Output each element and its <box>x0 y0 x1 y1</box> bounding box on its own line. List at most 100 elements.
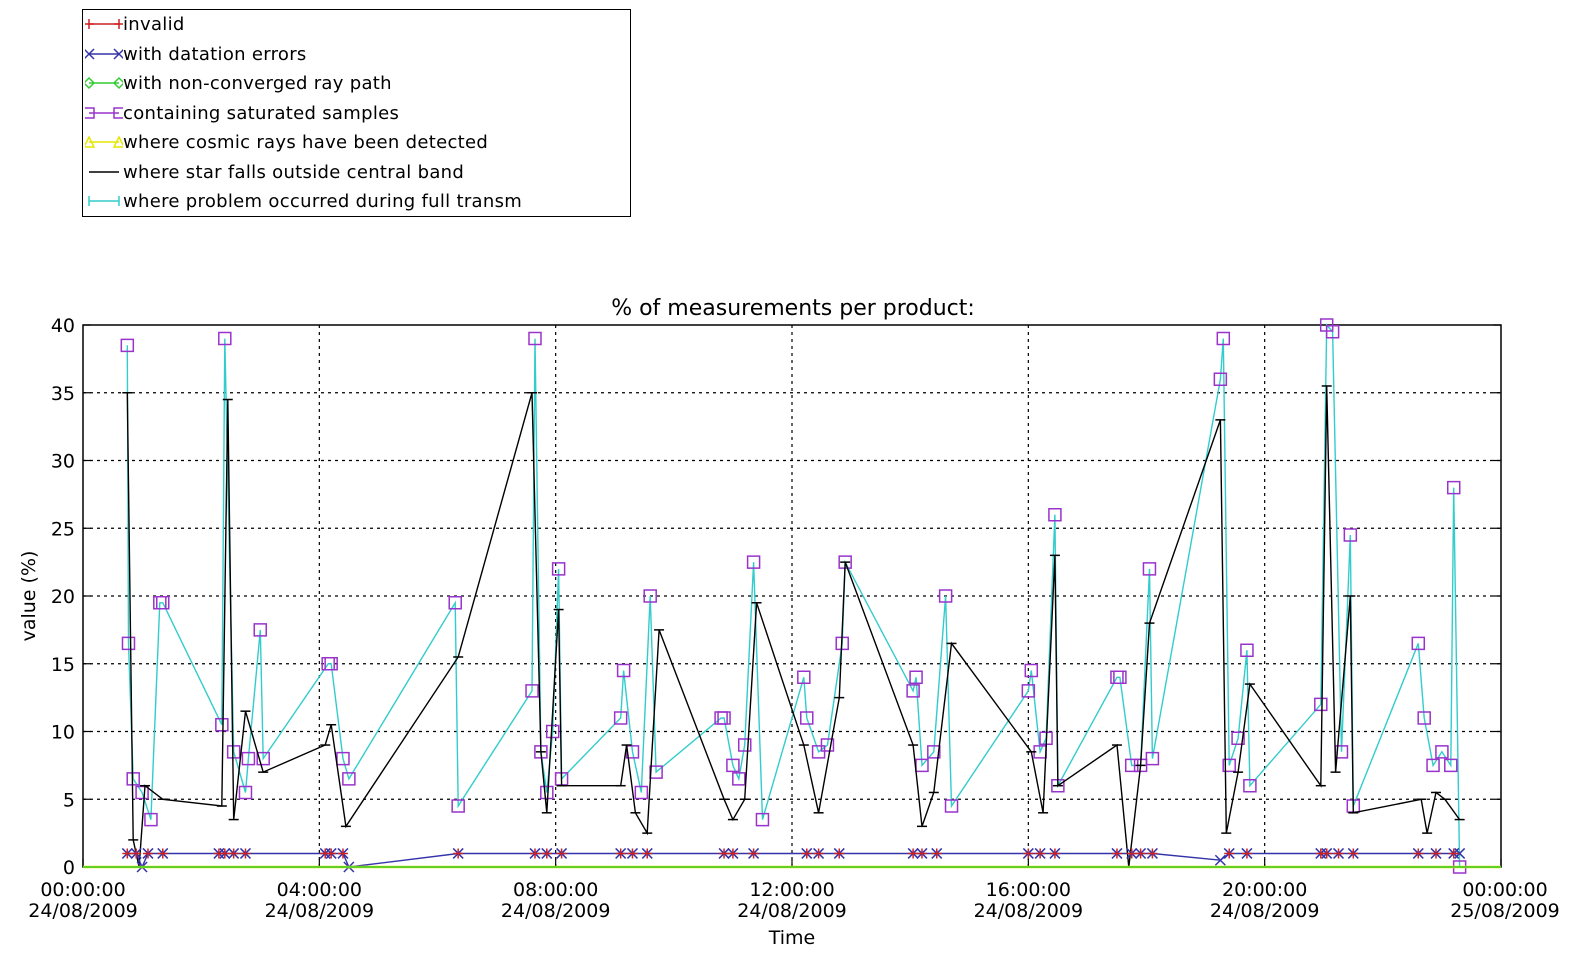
data-point <box>732 772 746 786</box>
data-point <box>726 758 740 773</box>
data-point <box>215 717 229 732</box>
legend-swatch-icon <box>85 106 123 119</box>
data-point <box>1240 643 1254 657</box>
data-point <box>122 848 133 859</box>
x-tick-label-date: 24/08/2009 <box>501 900 611 922</box>
data-point <box>551 562 566 576</box>
data-point <box>1214 854 1226 866</box>
data-point <box>451 799 465 813</box>
data-point <box>1231 731 1245 746</box>
data-point <box>1348 848 1359 859</box>
legend-swatch-icon <box>85 19 123 29</box>
data-point <box>1051 778 1065 793</box>
data-point <box>1448 848 1459 859</box>
data-point <box>1021 684 1036 698</box>
data-point <box>541 848 552 859</box>
data-point <box>797 670 811 685</box>
data-point <box>1133 758 1148 773</box>
data-point <box>448 596 462 610</box>
legend-entry-nonconv: with non-converged ray path <box>83 69 630 97</box>
data-point <box>1024 663 1039 678</box>
data-point <box>1039 731 1053 746</box>
data-point <box>916 848 927 859</box>
data-point <box>1135 848 1146 859</box>
data-point <box>642 848 653 859</box>
data-point <box>1446 480 1461 495</box>
data-point <box>342 772 356 786</box>
data-point <box>1454 847 1466 859</box>
data-point <box>938 589 953 603</box>
data-point <box>1333 848 1344 859</box>
data-point <box>908 848 919 859</box>
x-tick-label-time: 16:00:00 <box>986 879 1071 901</box>
legend-label: with datation errors <box>123 43 307 65</box>
x-tick-label-time: 04:00:00 <box>277 879 362 901</box>
data-point <box>1216 331 1231 346</box>
data-point <box>1444 758 1458 773</box>
data-point <box>1431 848 1442 859</box>
data-point <box>1023 848 1034 859</box>
data-point <box>625 745 640 759</box>
data-point <box>219 848 230 859</box>
data-point <box>613 711 628 725</box>
legend-swatch-icon <box>85 47 123 60</box>
data-point <box>142 848 153 859</box>
data-point <box>240 848 251 859</box>
data-point <box>1417 711 1431 725</box>
data-point <box>534 745 548 759</box>
data-point <box>131 848 142 859</box>
data-point <box>241 751 256 766</box>
data-point <box>545 724 560 739</box>
data-point <box>326 848 337 859</box>
series-5 <box>122 848 1459 859</box>
data-point <box>1111 848 1122 859</box>
data-point <box>1435 745 1449 759</box>
data-point <box>157 848 168 859</box>
data-point <box>120 338 135 353</box>
y-tick-label: 25 <box>51 518 75 540</box>
data-point <box>1343 528 1358 542</box>
data-point <box>1413 848 1424 859</box>
x-tick-label-date: 24/08/2009 <box>1210 900 1320 922</box>
legend-label: where cosmic rays have been detected <box>123 132 489 153</box>
series-line <box>126 385 1461 868</box>
x-tick-label-time: 00:00:00 <box>1462 879 1547 901</box>
data-point <box>1113 670 1127 685</box>
data-point <box>737 738 752 752</box>
x-tick-label-date: 24/08/2009 <box>28 900 138 922</box>
legend-entry-cosmic: where cosmic rays have been detected <box>83 128 630 156</box>
data-point <box>927 745 941 759</box>
data-point <box>135 785 149 800</box>
legend-entry-saturated: containing saturated samples <box>83 99 630 127</box>
chart-grid <box>83 325 1501 867</box>
legend-swatch-icon <box>85 135 123 148</box>
data-point <box>228 848 239 859</box>
data-point <box>1321 848 1332 859</box>
data-point <box>529 848 540 859</box>
data-point <box>156 596 170 610</box>
data-point <box>717 711 731 725</box>
data-point <box>337 848 348 859</box>
chart-title: % of measurements per product: <box>611 296 975 321</box>
legend-entry-outside: where star falls outside central band <box>83 158 630 186</box>
series-2 <box>121 847 1466 873</box>
data-point <box>1145 751 1160 766</box>
data-point <box>616 663 631 678</box>
data-point <box>528 331 542 346</box>
data-point <box>1213 372 1228 386</box>
data-point <box>253 623 267 637</box>
data-point <box>1049 848 1060 859</box>
data-point <box>144 812 158 827</box>
data-point <box>627 848 638 859</box>
data-point <box>909 670 923 685</box>
legend-entry-invalid: invalid <box>83 10 630 38</box>
x-tick-label-date: 24/08/2009 <box>737 900 847 922</box>
legend-label: containing saturated samples <box>123 102 400 124</box>
x-tick-label-time: 08:00:00 <box>513 879 598 901</box>
y-tick-label: 0 <box>63 857 75 879</box>
data-point <box>1048 507 1062 522</box>
data-point <box>1325 325 1340 339</box>
legend-label: where star falls outside central band <box>123 161 465 183</box>
data-point <box>1126 848 1137 859</box>
